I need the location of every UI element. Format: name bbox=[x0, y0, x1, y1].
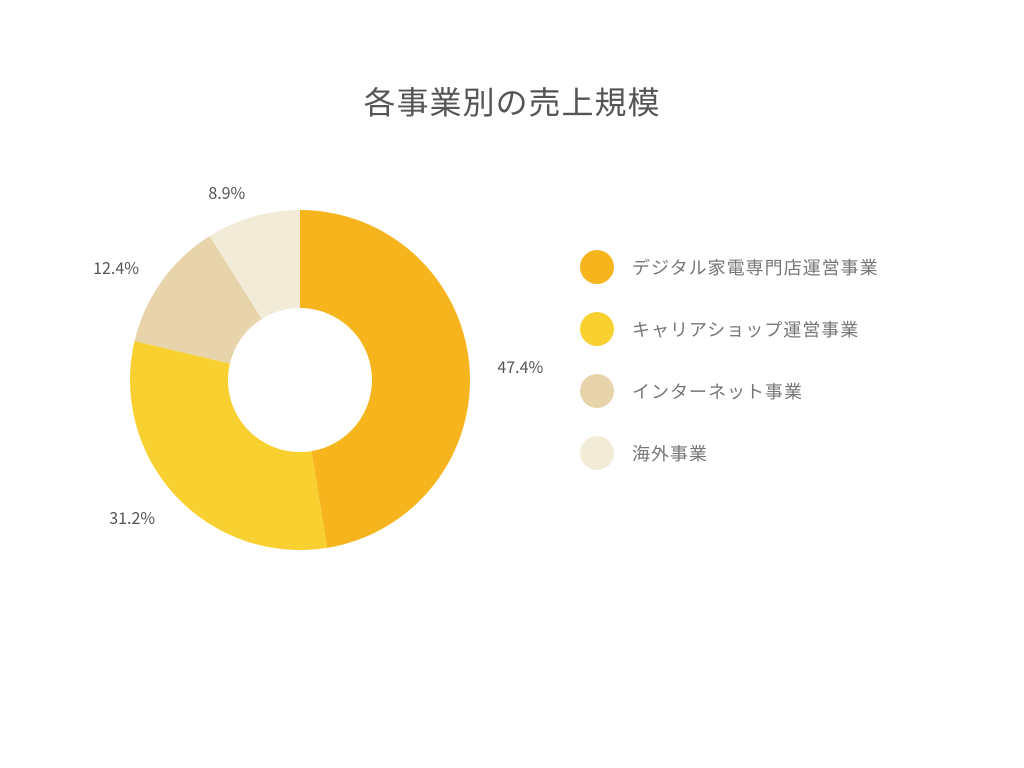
legend-swatch-0 bbox=[580, 250, 614, 284]
legend-item-0: デジタル家電専門店運営事業 bbox=[580, 250, 879, 284]
legend-swatch-1 bbox=[580, 312, 614, 346]
legend-item-3: 海外事業 bbox=[580, 436, 879, 470]
legend-label-3: 海外事業 bbox=[632, 440, 708, 466]
percent-label-3: 8.9% bbox=[208, 180, 245, 204]
donut-slice-1 bbox=[130, 341, 327, 550]
legend-swatch-3 bbox=[580, 436, 614, 470]
legend-item-2: インターネット事業 bbox=[580, 374, 879, 408]
legend-label-2: インターネット事業 bbox=[632, 378, 803, 404]
donut-slice-0 bbox=[300, 210, 470, 548]
legend-item-1: キャリアショップ運営事業 bbox=[580, 312, 879, 346]
chart-title: 各事業別の売上規模 bbox=[0, 78, 1024, 124]
percent-label-2: 12.4% bbox=[93, 255, 139, 279]
donut-chart bbox=[80, 160, 520, 600]
percent-label-1: 31.2% bbox=[109, 505, 155, 529]
legend-label-1: キャリアショップ運営事業 bbox=[632, 316, 859, 342]
legend-label-0: デジタル家電専門店運営事業 bbox=[632, 254, 879, 280]
chart-legend: デジタル家電専門店運営事業キャリアショップ運営事業インターネット事業海外事業 bbox=[580, 250, 879, 470]
percent-label-0: 47.4% bbox=[497, 354, 543, 378]
legend-swatch-2 bbox=[580, 374, 614, 408]
